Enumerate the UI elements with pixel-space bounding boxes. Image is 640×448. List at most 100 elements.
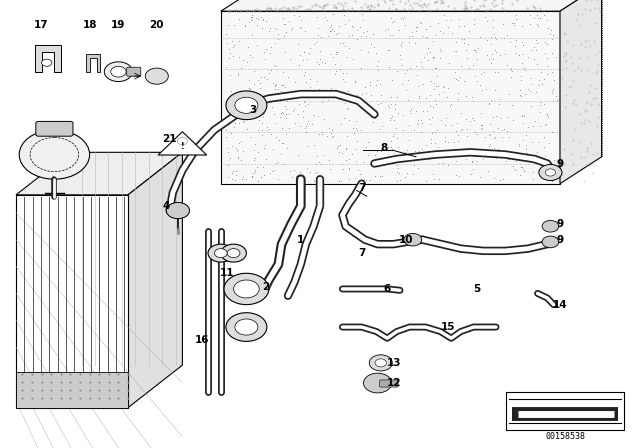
Point xyxy=(227,142,237,149)
Point xyxy=(460,156,470,163)
Point xyxy=(330,61,340,68)
Point xyxy=(265,25,275,32)
Point xyxy=(312,168,323,176)
Point xyxy=(294,100,304,107)
Point xyxy=(243,90,253,98)
Point xyxy=(497,134,507,141)
Point xyxy=(441,17,451,24)
FancyBboxPatch shape xyxy=(127,67,141,76)
Point xyxy=(509,22,520,29)
Point xyxy=(389,149,399,156)
Point xyxy=(424,91,435,99)
Point xyxy=(432,127,442,134)
Point xyxy=(488,56,498,63)
Point xyxy=(541,40,552,47)
Point xyxy=(300,49,310,56)
Point xyxy=(461,92,471,99)
Point xyxy=(257,15,268,22)
Point xyxy=(220,30,230,38)
Point xyxy=(392,168,403,176)
Point xyxy=(355,24,365,31)
Point xyxy=(278,14,288,22)
Point xyxy=(385,64,395,71)
Point xyxy=(422,156,433,163)
Point xyxy=(262,75,272,82)
Point xyxy=(344,156,354,163)
Point xyxy=(520,132,531,139)
Point xyxy=(243,85,253,92)
Point xyxy=(280,20,291,27)
Point xyxy=(424,115,434,122)
Point xyxy=(348,55,358,62)
Point xyxy=(397,80,408,87)
Point xyxy=(399,69,410,77)
Point xyxy=(303,143,313,150)
Point xyxy=(262,127,272,134)
Point xyxy=(264,28,275,35)
Point xyxy=(374,125,384,133)
Point xyxy=(438,88,449,95)
Text: 20: 20 xyxy=(150,20,164,30)
Polygon shape xyxy=(86,54,100,72)
Point xyxy=(527,46,537,53)
Point xyxy=(484,142,495,150)
Point xyxy=(414,92,424,99)
Point xyxy=(325,27,335,34)
Point xyxy=(362,27,372,34)
Point xyxy=(404,136,415,143)
Point xyxy=(421,33,431,40)
Point xyxy=(447,121,457,129)
Text: 10: 10 xyxy=(399,235,413,245)
Point xyxy=(223,22,234,29)
Point xyxy=(357,91,367,98)
Point xyxy=(407,33,417,40)
Point xyxy=(273,158,283,165)
Point xyxy=(342,132,353,139)
Point xyxy=(331,48,341,55)
Point xyxy=(300,97,310,104)
Point xyxy=(258,163,268,170)
Point xyxy=(440,137,450,144)
Point xyxy=(451,76,461,83)
Point xyxy=(504,91,514,98)
Point xyxy=(273,31,284,38)
Point xyxy=(395,177,405,184)
Point xyxy=(358,29,368,36)
Point xyxy=(366,40,376,47)
Point xyxy=(453,89,463,96)
Point xyxy=(453,76,463,83)
Point xyxy=(362,144,372,151)
Point xyxy=(485,130,495,138)
Point xyxy=(386,100,396,108)
Point xyxy=(368,118,378,125)
Point xyxy=(461,125,472,133)
Point xyxy=(390,105,400,112)
Point xyxy=(349,77,360,84)
Point xyxy=(408,156,419,164)
Point xyxy=(529,55,540,62)
Point xyxy=(488,17,498,24)
Circle shape xyxy=(227,249,240,258)
Circle shape xyxy=(235,319,258,335)
Point xyxy=(289,167,299,174)
Point xyxy=(372,147,382,155)
Point xyxy=(531,47,541,54)
Point xyxy=(467,157,477,164)
Point xyxy=(483,131,493,138)
Point xyxy=(300,103,310,110)
Point xyxy=(360,83,371,90)
Point xyxy=(303,117,313,125)
Point xyxy=(265,50,275,57)
Point xyxy=(320,59,330,66)
Point xyxy=(536,173,547,180)
Circle shape xyxy=(166,202,189,219)
Point xyxy=(261,46,271,53)
Point xyxy=(299,71,309,78)
Point xyxy=(516,164,527,171)
Point xyxy=(534,76,544,83)
Point xyxy=(351,124,362,131)
Point xyxy=(506,65,516,72)
Point xyxy=(532,39,542,47)
Point xyxy=(338,93,348,100)
Point xyxy=(313,25,323,32)
